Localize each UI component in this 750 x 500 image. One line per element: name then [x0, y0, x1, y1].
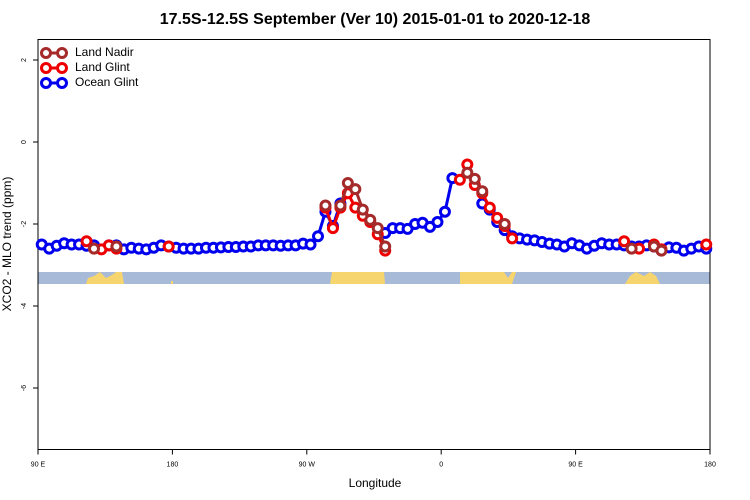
data-point	[655, 244, 668, 257]
legend-label: Ocean Glint	[75, 75, 139, 89]
data-point	[506, 232, 519, 245]
data-point	[461, 166, 474, 179]
data-point	[438, 205, 451, 218]
legend-marker	[56, 62, 68, 74]
legend-marker	[56, 77, 68, 89]
x-tick-label: 0	[439, 461, 443, 468]
data-point	[700, 238, 713, 251]
data-point	[371, 222, 384, 235]
chart-title: 17.5S-12.5S September (Ver 10) 2015-01-0…	[160, 11, 591, 28]
land-strip	[460, 272, 516, 284]
data-point	[498, 218, 511, 230]
legend-marker	[40, 62, 52, 74]
series-line	[101, 165, 706, 251]
land-strip	[171, 281, 173, 284]
data-point	[304, 238, 317, 251]
land-ocean-strip	[38, 272, 710, 284]
data-point	[483, 201, 496, 214]
data-point	[618, 235, 631, 248]
data-point	[162, 240, 175, 253]
data-point	[491, 211, 504, 224]
y-tick-label: -2	[21, 221, 28, 227]
x-tick-label: 180	[167, 461, 179, 468]
legend-label: Land Nadir	[75, 45, 134, 59]
y-tick-label: -4	[21, 303, 28, 309]
data-point	[319, 199, 332, 212]
data-point	[312, 230, 324, 243]
data-point	[453, 173, 466, 186]
data-point	[379, 240, 392, 253]
x-axis-label: Longitude	[349, 476, 402, 490]
series-line	[338, 171, 663, 252]
y-tick-label: 0	[21, 140, 28, 144]
y-tick-label: -6	[21, 385, 28, 391]
data-point	[341, 177, 354, 189]
legend-marker	[40, 77, 52, 89]
legend-label: Land Glint	[75, 60, 130, 74]
land-strip	[625, 272, 660, 284]
data-point	[80, 235, 93, 248]
y-tick-label: 2	[21, 58, 28, 62]
x-tick-label: 90 E	[568, 461, 583, 468]
data-point	[364, 213, 377, 226]
legend-marker	[40, 47, 52, 59]
data-point	[349, 183, 362, 196]
x-tick-label: 90 E	[31, 461, 46, 468]
y-axis-label: XCO2 - MLO trend (ppm)	[0, 177, 14, 312]
legend-marker	[56, 47, 68, 59]
x-tick-label: 180	[704, 461, 716, 468]
data-point	[356, 203, 369, 216]
x-tick-label: 90 W	[299, 461, 316, 468]
data-point	[110, 240, 123, 253]
data-point	[431, 215, 444, 228]
data-point	[476, 185, 489, 198]
data-point	[468, 172, 481, 185]
land-strip	[86, 272, 124, 284]
data-point	[88, 242, 100, 255]
data-point	[334, 199, 347, 212]
data-point	[326, 222, 339, 235]
data-point	[625, 242, 638, 255]
land-strip	[330, 272, 385, 284]
